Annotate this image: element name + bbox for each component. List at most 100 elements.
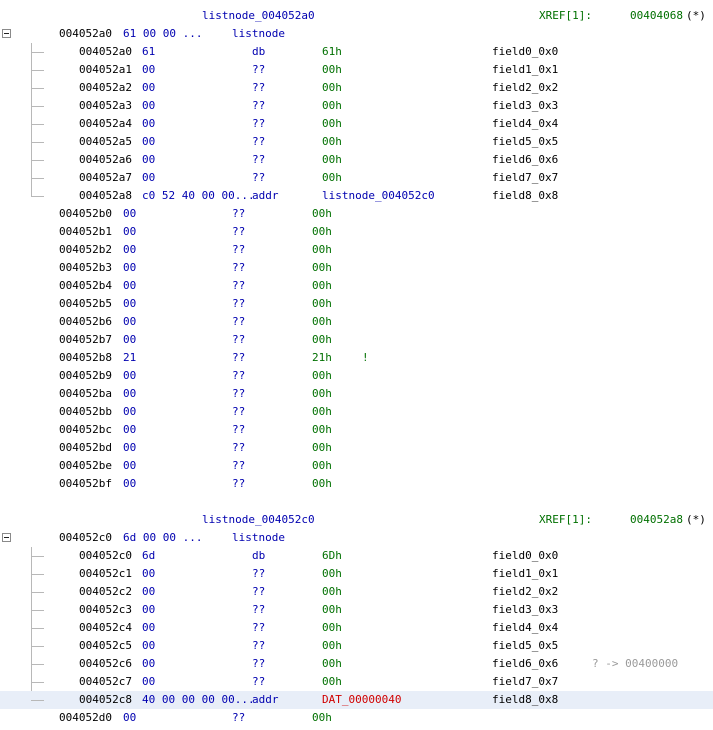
field-operand[interactable]: 00h [322, 567, 342, 580]
bytes: 00 [123, 711, 137, 724]
byte-row[interactable]: 004052b4 00?? 00h [0, 277, 713, 295]
xref-suffix: (*) [686, 513, 706, 526]
mnemonic: ?? [232, 351, 246, 364]
byte-row[interactable]: 004052be 00?? 00h [0, 457, 713, 475]
bytes: 00 [123, 405, 137, 418]
struct-type: listnode [232, 531, 285, 544]
struct-field-row[interactable]: 004052c0 6d db 6Dh field0_0x0 [0, 547, 713, 565]
struct-field-row[interactable]: 004052a3 00?? 00h field3_0x3 [0, 97, 713, 115]
struct-label[interactable]: listnode_004052a0 [202, 9, 315, 22]
address: 004052b7 [59, 333, 112, 346]
field-operand[interactable]: 00h [322, 171, 342, 184]
field-operand[interactable]: 00h [322, 603, 342, 616]
xref-address[interactable]: 004052a8 [630, 513, 683, 526]
byte-row[interactable]: 004052bc 00?? 00h [0, 421, 713, 439]
tree-branch [31, 124, 44, 125]
field-mnemonic: ?? [252, 99, 266, 112]
struct-field-row[interactable]: 004052a8 c0 52 40 00 00... addr listnode_00… [0, 187, 713, 205]
field-name: field3_0x3 [492, 603, 559, 616]
struct-field-row[interactable]: 004052a0 61 db 61h field0_0x0 [0, 43, 713, 61]
field-name: field1_0x1 [492, 567, 559, 580]
byte-row[interactable]: 004052b5 00?? 00h [0, 295, 713, 313]
struct-field-row[interactable]: 004052a7 00?? 00h field7_0x7 [0, 169, 713, 187]
struct-field-row[interactable]: 004052a1 00?? 00h field1_0x1 [0, 61, 713, 79]
bytes: 00 [123, 225, 137, 238]
struct-field-row[interactable]: 004052c3 00?? 00h field3_0x3 [0, 601, 713, 619]
byte-row[interactable]: 004052b9 00?? 00h [0, 367, 713, 385]
address: 004052be [59, 459, 112, 472]
field-mnemonic: ?? [252, 135, 266, 148]
field-operand[interactable]: 00h [322, 621, 342, 634]
field-address: 004052a3 [79, 99, 132, 112]
byte-row[interactable]: 004052b6 00?? 00h [0, 313, 713, 331]
field-operand[interactable]: 00h [322, 135, 342, 148]
field-operand[interactable]: 6Dh [322, 549, 342, 562]
mnemonic: ?? [232, 369, 246, 382]
struct-header-row[interactable]: 004052a0 61 00 00 ... listnode [0, 25, 713, 43]
struct-field-row[interactable]: 004052c8 40 00 00 00 00... addr DAT_0000004… [0, 691, 713, 709]
byte-row[interactable]: 004052bd 00?? 00h [0, 439, 713, 457]
field-operand[interactable]: DAT_00000040 [322, 693, 402, 706]
struct-field-row[interactable]: 004052a6 00?? 00h field6_0x6 [0, 151, 713, 169]
bytes: 00 [123, 297, 137, 310]
operand: 00h [312, 261, 332, 274]
field-operand[interactable]: 00h [322, 639, 342, 652]
field-operand[interactable]: listnode_004052c0 [322, 189, 435, 202]
byte-row[interactable]: 004052ba 00?? 00h [0, 385, 713, 403]
bytes: 00 [123, 207, 137, 220]
tree-line [31, 43, 32, 196]
byte-row[interactable]: 004052bb 00?? 00h [0, 403, 713, 421]
byte-row[interactable]: 004052b1 00?? 00h [0, 223, 713, 241]
struct-header-row[interactable]: 004052c0 6d 00 00 ... listnode [0, 529, 713, 547]
bytes: 61 00 00 ... [123, 27, 203, 40]
operand: 00h [312, 369, 332, 382]
field-operand[interactable]: 00h [322, 63, 342, 76]
mnemonic: ?? [232, 711, 246, 724]
field-operand[interactable]: 00h [322, 585, 342, 598]
struct-field-row[interactable]: 004052c1 00?? 00h field1_0x1 [0, 565, 713, 583]
tree-branch [31, 52, 44, 53]
mnemonic: ?? [232, 459, 246, 472]
byte-row[interactable]: 004052b7 00?? 00h [0, 331, 713, 349]
field-operand[interactable]: 00h [322, 117, 342, 130]
operand: 00h [312, 225, 332, 238]
byte-row[interactable]: 004052bf 00?? 00h [0, 475, 713, 493]
operand: 00h [312, 243, 332, 256]
field-name: field0_0x0 [492, 549, 559, 562]
xref-address[interactable]: 00404068 [630, 9, 683, 22]
field-mnemonic: ?? [252, 657, 266, 670]
struct-label-row: listnode_004052a0 XREF[1]: 00404068 (*) [0, 7, 713, 25]
field-name: field4_0x4 [492, 117, 559, 130]
struct-field-row[interactable]: 004052c6 00?? 00h field6_0x6 ? -> 00400000 [0, 655, 713, 673]
struct-field-row[interactable]: 004052c5 00?? 00h field5_0x5 [0, 637, 713, 655]
byte-row[interactable]: 004052b8 21?? 21h! [0, 349, 713, 367]
struct-field-row[interactable]: 004052a2 00?? 00h field2_0x2 [0, 79, 713, 97]
struct-label[interactable]: listnode_004052c0 [202, 513, 315, 526]
byte-row[interactable]: 004052b3 00?? 00h [0, 259, 713, 277]
byte-row[interactable]: 004052b2 00?? 00h [0, 241, 713, 259]
struct-field-row[interactable]: 004052a4 00?? 00h field4_0x4 [0, 115, 713, 133]
mnemonic: ?? [232, 297, 246, 310]
struct-field-row[interactable]: 004052c2 00?? 00h field2_0x2 [0, 583, 713, 601]
collapse-minus-icon[interactable] [2, 29, 11, 38]
field-operand[interactable]: 00h [322, 153, 342, 166]
field-operand[interactable]: 61h [322, 45, 342, 58]
tree-branch [31, 700, 44, 701]
field-address: 004052a4 [79, 117, 132, 130]
struct-field-row[interactable]: 004052a5 00?? 00h field5_0x5 [0, 133, 713, 151]
address: 004052bc [59, 423, 112, 436]
struct-field-row[interactable]: 004052c4 00?? 00h field4_0x4 [0, 619, 713, 637]
byte-row[interactable]: 004052d0 00?? 00h [0, 709, 713, 727]
field-name: field5_0x5 [492, 135, 559, 148]
collapse-minus-icon[interactable] [2, 533, 11, 542]
operand: 00h [312, 297, 332, 310]
field-operand[interactable]: 00h [322, 81, 342, 94]
bytes: 00 [123, 369, 137, 382]
byte-row[interactable]: 004052b0 00?? 00h [0, 205, 713, 223]
field-name: field0_0x0 [492, 45, 559, 58]
field-operand[interactable]: 00h [322, 675, 342, 688]
field-operand[interactable]: 00h [322, 99, 342, 112]
field-operand[interactable]: 00h [322, 657, 342, 670]
struct-field-row[interactable]: 004052c7 00?? 00h field7_0x7 [0, 673, 713, 691]
